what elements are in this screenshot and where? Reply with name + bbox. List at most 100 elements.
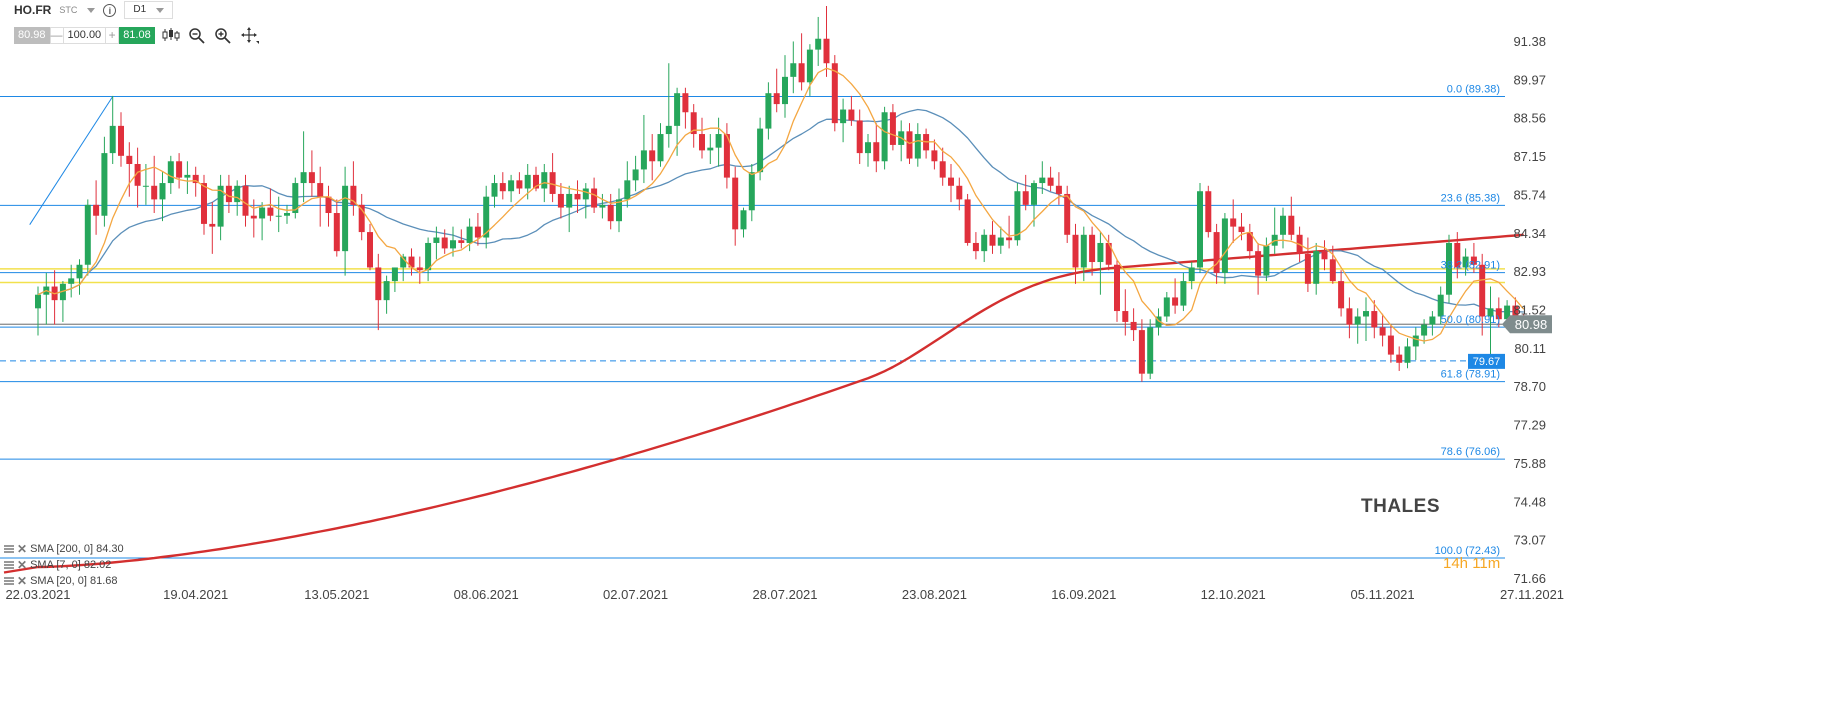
candle	[931, 139, 938, 170]
candle-body	[964, 199, 971, 243]
candle	[1429, 311, 1436, 336]
candle-body	[68, 278, 75, 284]
candle	[840, 98, 847, 143]
candle	[142, 163, 149, 205]
candlestick-type-icon[interactable]	[161, 26, 181, 44]
fib-level-label: 100.0 (72.43)	[1435, 545, 1500, 557]
sma20-line	[37, 108, 1524, 313]
candle-body	[308, 172, 315, 184]
zoom-out-icon[interactable]	[187, 26, 207, 44]
candle-body	[391, 267, 398, 282]
remove-indicator-icon[interactable]: ✕	[17, 542, 28, 556]
decrease-quantity-button[interactable]: —	[50, 27, 63, 42]
candle-body	[956, 185, 963, 200]
candle-body	[1213, 232, 1220, 273]
candle	[574, 180, 581, 214]
y-tick-label: 78.70	[1513, 379, 1546, 394]
candle-body	[948, 177, 954, 186]
candle-body	[167, 161, 174, 184]
candle	[101, 136, 108, 227]
candle-body	[126, 155, 133, 164]
candle	[640, 114, 647, 184]
candle	[748, 163, 755, 222]
candle	[1022, 174, 1029, 211]
candle	[325, 185, 332, 227]
candle-body	[1304, 253, 1311, 284]
candle	[549, 153, 556, 203]
y-tick-label: 73.07	[1513, 533, 1546, 548]
candle-body	[350, 185, 357, 205]
remove-indicator-icon[interactable]: ✕	[17, 574, 28, 588]
candle-body	[1321, 251, 1328, 260]
zoom-in-icon[interactable]	[213, 26, 233, 44]
candle-body	[433, 237, 440, 243]
candle-body	[1147, 327, 1154, 374]
symbol-dropdown-icon[interactable]	[87, 7, 96, 13]
x-tick-label: 28.07.2021	[752, 587, 817, 602]
current-price-tag: 80.98	[1502, 315, 1552, 334]
candle-body	[109, 125, 116, 154]
candle	[1205, 185, 1212, 238]
indicator-item-sma20[interactable]: ✕ SMA [20, 0] 81.68	[4, 573, 124, 589]
fib-labels: 0.0 (89.38) 23.6 (85.38) 38.2 (82.91) 50.0 …	[1435, 83, 1500, 557]
candle	[873, 123, 880, 173]
candle-body	[599, 204, 606, 208]
sell-price-button[interactable]: 80.98	[14, 26, 50, 44]
candle-body	[1280, 215, 1286, 235]
candle-body	[591, 188, 598, 208]
candle-body	[674, 93, 681, 126]
price-axis[interactable]: 91.38 89.97 88.56 87.15 85.74 84.34 82.93 81.52…	[1513, 34, 1546, 586]
quantity-input[interactable]: 100.00	[62, 27, 107, 43]
drag-handle-icon[interactable]	[4, 545, 14, 553]
x-tick-label: 12.10.2021	[1201, 587, 1266, 602]
candle-body	[665, 125, 672, 135]
candle	[1230, 199, 1237, 243]
info-icon[interactable]: i	[103, 3, 117, 17]
candle	[499, 172, 506, 200]
y-tick-label: 89.97	[1513, 72, 1546, 87]
quantity-stepper[interactable]: — 100.00 +	[49, 26, 120, 44]
indicator-item-sma7[interactable]: ✕ SMA [7, 0] 82.02	[4, 557, 124, 573]
candle	[524, 163, 531, 200]
symbol-label[interactable]: HO.FR	[14, 3, 52, 17]
drag-handle-icon[interactable]	[4, 561, 14, 569]
candle	[1396, 346, 1403, 371]
candle	[790, 41, 797, 94]
alert-price-tag-bg	[1468, 353, 1505, 369]
candle-body	[176, 161, 183, 178]
candle-body	[740, 210, 747, 230]
y-tick-label: 88.56	[1513, 111, 1546, 126]
fibonacci-retracement[interactable]	[0, 95, 1505, 559]
candle-body	[284, 213, 290, 216]
candle-body	[474, 226, 481, 238]
indicator-item-sma200[interactable]: ✕ SMA [200, 0] 84.30	[4, 541, 124, 557]
candle-body	[84, 204, 91, 265]
candle-body	[690, 112, 697, 135]
remove-indicator-icon[interactable]: ✕	[17, 558, 28, 572]
y-tick-label: 80.11	[1514, 341, 1546, 356]
candle	[1412, 327, 1419, 361]
increase-quantity-button[interactable]: +	[108, 27, 116, 42]
buy-price-button[interactable]: 81.08	[119, 26, 155, 44]
candle-body	[865, 142, 871, 154]
candle	[1280, 207, 1286, 249]
candle	[782, 55, 788, 118]
candle	[242, 174, 249, 227]
candle	[209, 202, 216, 254]
crosshair-move-icon[interactable]	[239, 26, 259, 44]
interval-select[interactable]: D1	[124, 1, 174, 19]
y-tick-label: 74.48	[1513, 494, 1546, 509]
candle-body	[723, 134, 730, 178]
candle-body	[458, 240, 465, 243]
drag-handle-icon[interactable]	[4, 577, 14, 585]
candle	[865, 134, 871, 167]
candle-body	[1188, 267, 1195, 282]
candle	[1379, 313, 1386, 347]
candle	[300, 131, 307, 203]
candle-body	[1080, 234, 1087, 268]
candle	[292, 177, 299, 219]
candle	[1246, 223, 1253, 260]
time-axis[interactable]: 22.03.2021 19.04.2021 13.05.2021 08.06.2021…	[5, 587, 1564, 602]
